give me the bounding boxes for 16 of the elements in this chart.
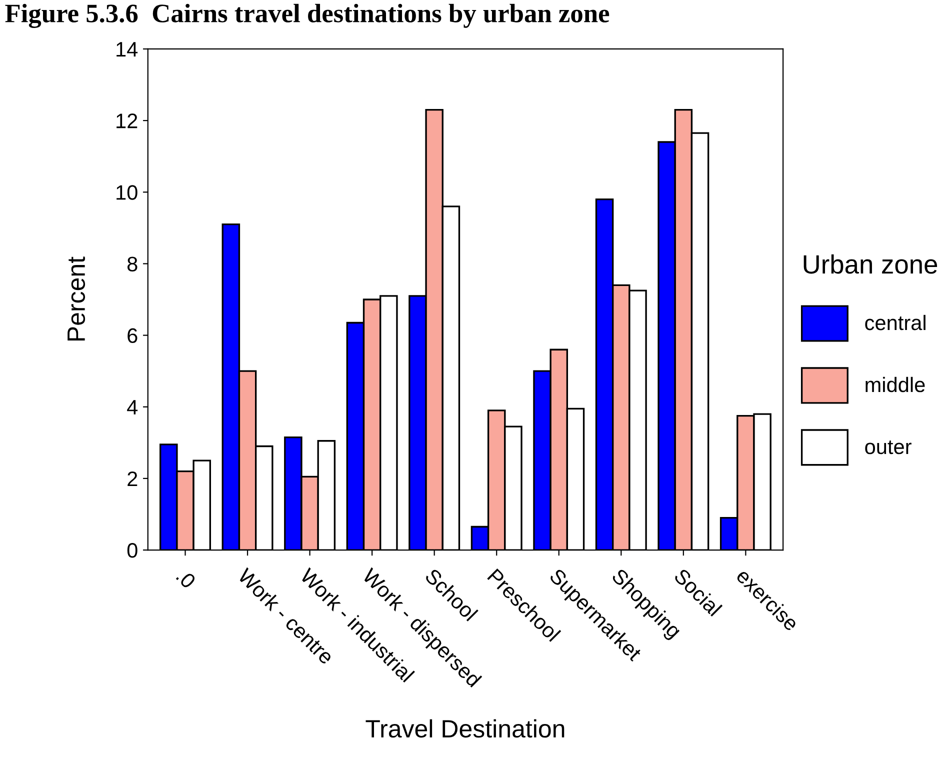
y-axis-title: Percent (68, 256, 86, 341)
y-tick-label: 14 (116, 42, 138, 57)
x-tick-label: .0 (176, 568, 197, 590)
y-tick-label: 2 (128, 471, 138, 486)
y-tick-label: 0 (127, 543, 138, 558)
legend-label: central (865, 314, 926, 330)
y-tick-label: 4 (127, 400, 138, 414)
legend-label: middle (866, 376, 925, 392)
chart-title: Figure 5.3.6 Cairns travel destinations by urban zone (5, 4, 610, 28)
legend-title: Urban zone (804, 254, 938, 274)
y-tick-label: 10 (116, 185, 138, 200)
y-tick-label: 12 (116, 114, 138, 128)
y-tick-label: 6 (128, 328, 138, 344)
y-tick-label: 8 (127, 256, 138, 272)
x-axis-title: Travel Destination (366, 719, 564, 738)
legend-label: outer (865, 440, 912, 454)
